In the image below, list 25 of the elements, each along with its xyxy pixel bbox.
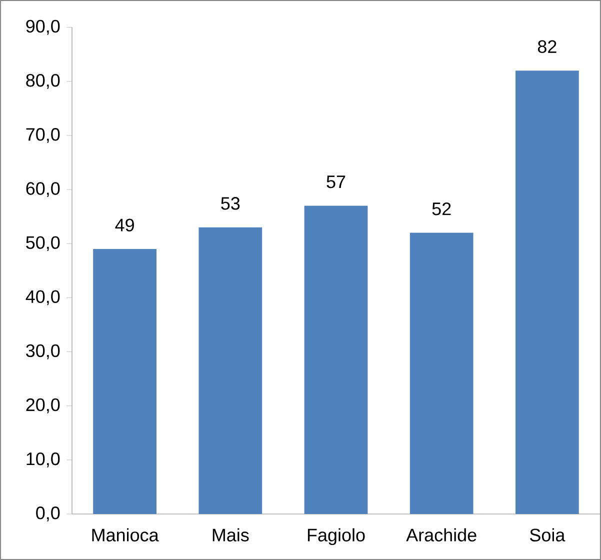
data-label: 82 — [538, 40, 556, 53]
bar — [410, 232, 474, 514]
data-label: 57 — [326, 176, 346, 188]
x-tick-label: Arachide — [406, 528, 476, 542]
data-label: 52 — [432, 202, 451, 216]
x-tick-label: Mais — [212, 528, 249, 542]
y-tick-label: 20,0 — [26, 398, 60, 414]
y-tick-label: 40,0 — [26, 290, 60, 306]
data-label: 49 — [115, 218, 134, 232]
y-tick-label: 50,0 — [26, 236, 60, 252]
bar — [93, 249, 156, 514]
y-tick-label: 10,0 — [26, 452, 60, 468]
y-tick-label: 90,0 — [26, 20, 60, 35]
y-tick-label: 70,0 — [26, 128, 60, 143]
x-tick-label: Soia — [530, 528, 566, 542]
y-tick-label: 0,0 — [36, 506, 60, 522]
x-tick-label: Fagiolo — [308, 528, 365, 546]
bar — [198, 227, 262, 514]
y-tick-label: 30,0 — [26, 344, 60, 360]
y-tick-label: 80,0 — [26, 74, 60, 89]
y-tick-label: 60,0 — [26, 182, 60, 197]
x-tick-label: Manioca — [92, 528, 159, 542]
data-label: 53 — [221, 197, 240, 210]
bar — [516, 70, 579, 514]
bar — [304, 206, 368, 514]
